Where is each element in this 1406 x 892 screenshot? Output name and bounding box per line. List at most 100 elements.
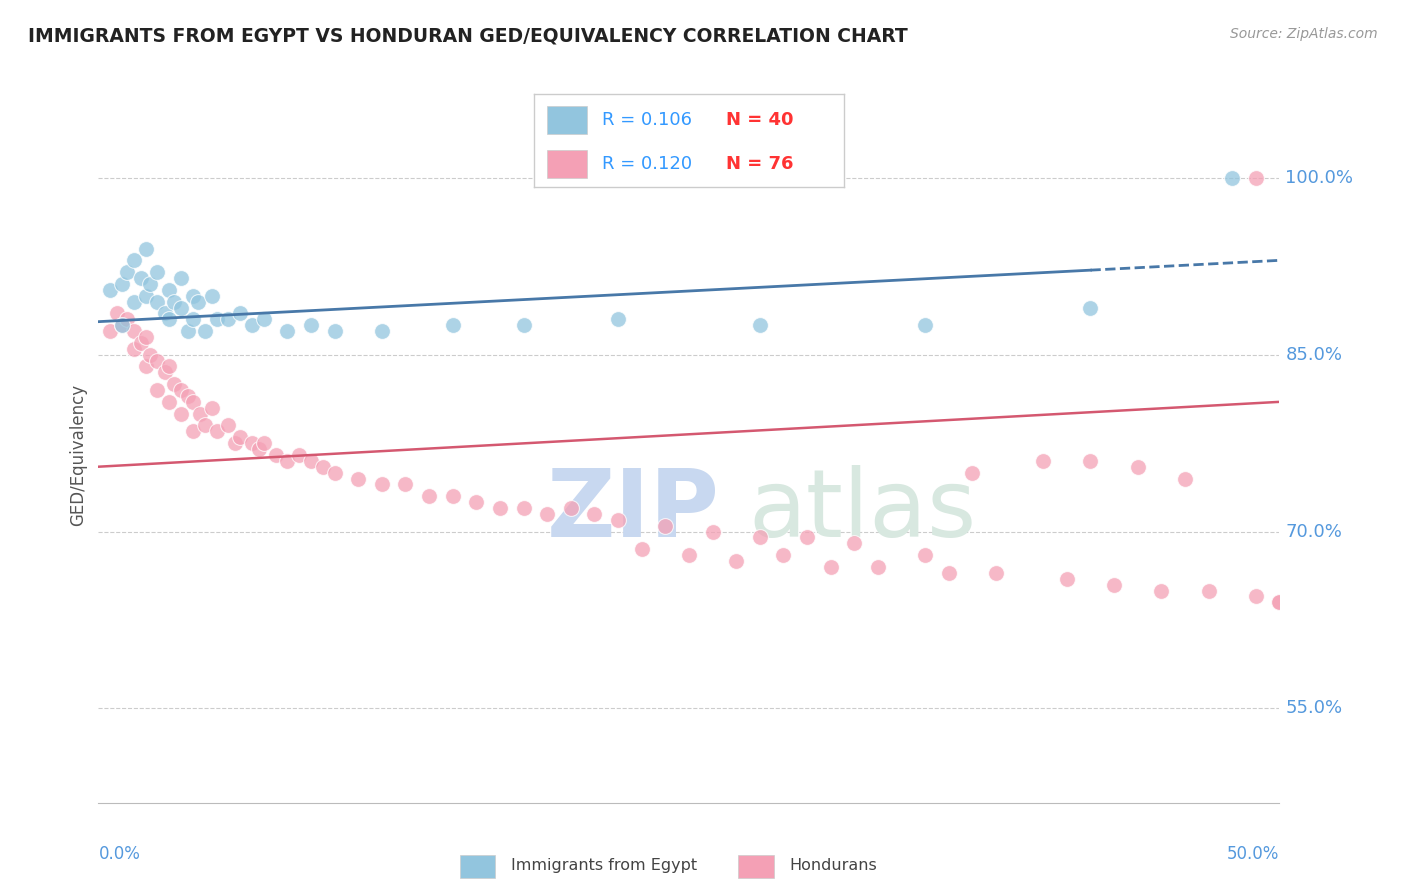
FancyBboxPatch shape (547, 150, 586, 178)
Point (194, 418, 217, 433)
Point (654, 518, 676, 533)
Point (111, 277, 134, 291)
Point (1268, 595, 1291, 609)
Point (276, 324, 298, 338)
Point (201, 401, 224, 415)
Point (441, 318, 464, 333)
Point (748, 318, 770, 333)
Point (938, 566, 960, 580)
Point (122, 253, 145, 268)
Text: IMMIGRANTS FROM EGYPT VS HONDURAN GED/EQUIVALENCY CORRELATION CHART: IMMIGRANTS FROM EGYPT VS HONDURAN GED/EQ… (28, 27, 908, 45)
Point (347, 471, 370, 485)
Point (323, 324, 346, 338)
Point (181, 289, 204, 303)
Point (1174, 471, 1197, 485)
Point (177, 324, 200, 338)
Point (288, 448, 311, 462)
Point (146, 294, 169, 309)
Point (796, 531, 818, 545)
Text: 55.0%: 55.0% (1285, 699, 1343, 717)
Point (229, 430, 252, 444)
Point (536, 507, 558, 521)
Point (914, 548, 936, 562)
Point (187, 294, 209, 309)
Text: atlas: atlas (748, 465, 976, 557)
FancyBboxPatch shape (547, 106, 586, 134)
Point (1220, 170, 1243, 185)
Text: R = 0.120: R = 0.120 (602, 155, 693, 173)
Point (157, 395, 180, 409)
Point (299, 318, 322, 333)
Point (772, 548, 794, 562)
Point (188, 407, 211, 421)
Text: 100.0%: 100.0% (1285, 169, 1354, 186)
Point (240, 318, 263, 333)
Text: 70.0%: 70.0% (1285, 523, 1343, 541)
Point (1102, 577, 1125, 591)
Point (1244, 170, 1267, 185)
Text: R = 0.106: R = 0.106 (602, 111, 692, 128)
Point (465, 495, 488, 509)
Point (129, 271, 152, 285)
Point (1080, 301, 1102, 315)
Point (394, 477, 416, 491)
Point (135, 330, 157, 344)
Point (153, 306, 176, 320)
Point (217, 312, 239, 326)
Point (139, 277, 162, 291)
Point (217, 418, 239, 433)
Point (170, 407, 193, 421)
Point (560, 500, 582, 515)
Point (170, 301, 193, 315)
Point (157, 283, 180, 297)
Point (115, 265, 138, 279)
Point (820, 560, 842, 574)
Point (111, 318, 134, 333)
Point (146, 265, 169, 279)
Point (163, 294, 186, 309)
Text: Hondurans: Hondurans (789, 858, 877, 872)
Point (253, 312, 276, 326)
Text: ZIP: ZIP (547, 465, 720, 557)
Point (844, 536, 866, 550)
Point (441, 489, 464, 503)
Point (122, 324, 145, 338)
Text: Source: ZipAtlas.com: Source: ZipAtlas.com (1230, 27, 1378, 41)
Point (98, 324, 121, 338)
Point (371, 477, 394, 491)
Point (418, 489, 440, 503)
Point (748, 531, 770, 545)
Point (1032, 454, 1054, 468)
Point (153, 365, 176, 379)
Point (1268, 595, 1291, 609)
Point (1244, 590, 1267, 604)
Point (276, 454, 298, 468)
Point (1198, 583, 1220, 598)
Point (702, 524, 724, 539)
Point (914, 318, 936, 333)
Point (962, 466, 984, 480)
Point (312, 459, 335, 474)
Point (170, 383, 193, 397)
Point (1080, 454, 1102, 468)
Point (299, 454, 322, 468)
Point (866, 560, 889, 574)
Point (146, 353, 169, 368)
Point (201, 289, 224, 303)
Point (105, 306, 128, 320)
Y-axis label: GED/Equivalency: GED/Equivalency (69, 384, 87, 526)
Point (146, 383, 169, 397)
Point (264, 448, 287, 462)
Point (224, 436, 246, 450)
Point (725, 554, 748, 568)
Point (163, 377, 186, 392)
Point (181, 395, 204, 409)
Point (135, 289, 157, 303)
Point (205, 312, 228, 326)
Text: N = 40: N = 40 (725, 111, 793, 128)
Point (157, 312, 180, 326)
Point (229, 306, 252, 320)
Point (583, 507, 606, 521)
Point (115, 312, 138, 326)
Point (205, 425, 228, 439)
